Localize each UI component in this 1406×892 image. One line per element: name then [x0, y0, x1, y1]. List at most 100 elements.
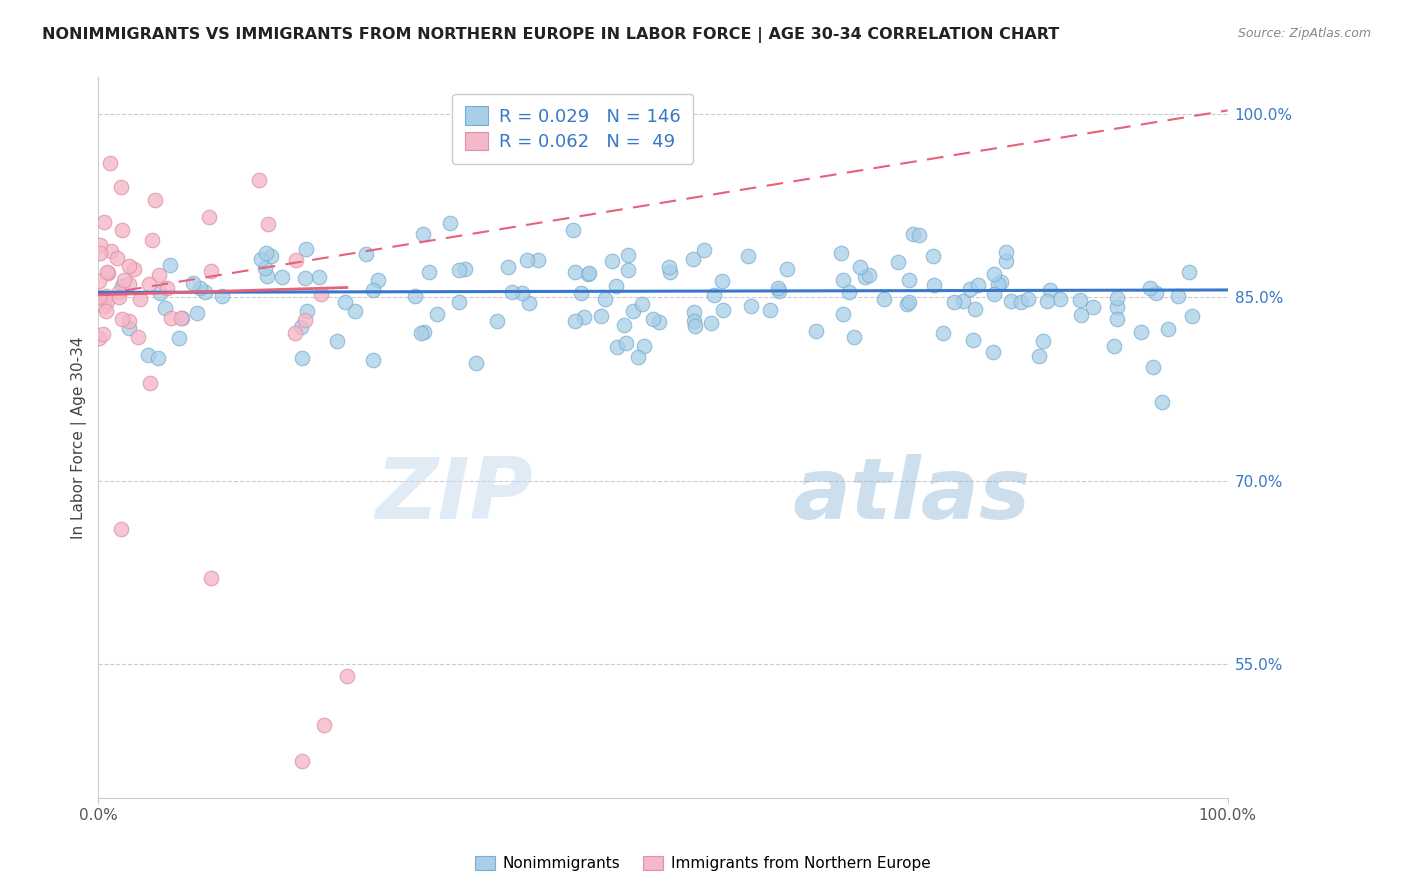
Point — [89, 237, 111, 252]
Point — [127, 330, 149, 344]
Point — [711, 302, 734, 317]
Point — [682, 252, 704, 266]
Point — [658, 265, 681, 279]
Point — [1167, 289, 1189, 303]
Point — [1130, 325, 1153, 339]
Point — [994, 244, 1017, 259]
Point — [853, 270, 876, 285]
Point — [87, 330, 110, 344]
Point — [737, 250, 759, 264]
Point — [170, 310, 193, 325]
Point — [110, 522, 132, 536]
Point — [703, 288, 725, 302]
Point — [1069, 293, 1091, 308]
Point — [93, 326, 115, 341]
Point — [759, 303, 782, 318]
Point — [606, 340, 628, 354]
Point — [617, 263, 640, 277]
Point — [138, 277, 160, 292]
Point — [966, 277, 988, 292]
Point — [284, 326, 307, 340]
Point — [361, 352, 384, 367]
Point — [143, 193, 166, 207]
Point — [118, 314, 141, 328]
Point — [952, 293, 974, 308]
Point — [897, 295, 920, 310]
Point — [118, 259, 141, 273]
Point — [294, 313, 316, 327]
Point — [965, 301, 987, 316]
Point — [832, 273, 855, 287]
Point — [295, 303, 318, 318]
Point — [107, 290, 129, 304]
Point — [842, 329, 865, 343]
Point — [254, 245, 277, 260]
Point — [510, 285, 533, 300]
Point — [932, 326, 955, 340]
Point — [112, 273, 135, 287]
Point — [578, 266, 600, 280]
Point — [1181, 309, 1204, 323]
Point — [141, 234, 163, 248]
Point — [449, 263, 471, 277]
Point — [294, 270, 316, 285]
Point — [295, 242, 318, 256]
Point — [903, 227, 925, 242]
Point — [858, 268, 880, 282]
Point — [291, 351, 314, 366]
Point — [291, 755, 314, 769]
Point — [89, 245, 111, 260]
Point — [260, 249, 283, 263]
Point — [1142, 359, 1164, 374]
Point — [776, 262, 799, 277]
Point — [564, 265, 586, 279]
Point — [108, 285, 131, 299]
Point — [290, 319, 312, 334]
Point — [122, 262, 145, 277]
Point — [454, 262, 477, 277]
Point — [1010, 294, 1032, 309]
Point — [96, 303, 118, 318]
Point — [253, 260, 276, 275]
Point — [621, 304, 644, 318]
Point — [146, 351, 169, 365]
Point — [411, 326, 433, 341]
Point — [516, 252, 538, 267]
Point — [1039, 284, 1062, 298]
Point — [247, 173, 270, 187]
Point — [1105, 291, 1128, 305]
Point — [685, 318, 707, 333]
Point — [336, 669, 359, 683]
Point — [1032, 334, 1054, 349]
Point — [138, 376, 160, 390]
Point — [93, 215, 115, 229]
Point — [631, 297, 654, 311]
Point — [564, 314, 586, 328]
Point — [96, 265, 118, 279]
Y-axis label: In Labor Force | Age 30-34: In Labor Force | Age 30-34 — [72, 336, 87, 539]
Point — [994, 254, 1017, 268]
Point — [1156, 322, 1178, 336]
Point — [93, 300, 115, 314]
Point — [576, 267, 599, 281]
Point — [188, 281, 211, 295]
Text: atlas: atlas — [793, 454, 1031, 537]
Point — [465, 356, 488, 370]
Point — [1036, 293, 1059, 308]
Point — [710, 274, 733, 288]
Point — [87, 290, 110, 304]
Point — [449, 295, 471, 310]
Point — [1139, 281, 1161, 295]
Point — [517, 296, 540, 310]
Point — [987, 277, 1010, 291]
Point — [897, 273, 920, 287]
Point — [633, 339, 655, 353]
Point — [605, 279, 627, 293]
Point — [193, 285, 215, 299]
Legend: R = 0.029   N = 146, R = 0.062   N =  49: R = 0.029 N = 146, R = 0.062 N = 49 — [451, 94, 693, 164]
Point — [766, 281, 789, 295]
Point — [804, 324, 827, 338]
Point — [683, 305, 706, 319]
Point — [983, 286, 1005, 301]
Point — [943, 295, 966, 310]
